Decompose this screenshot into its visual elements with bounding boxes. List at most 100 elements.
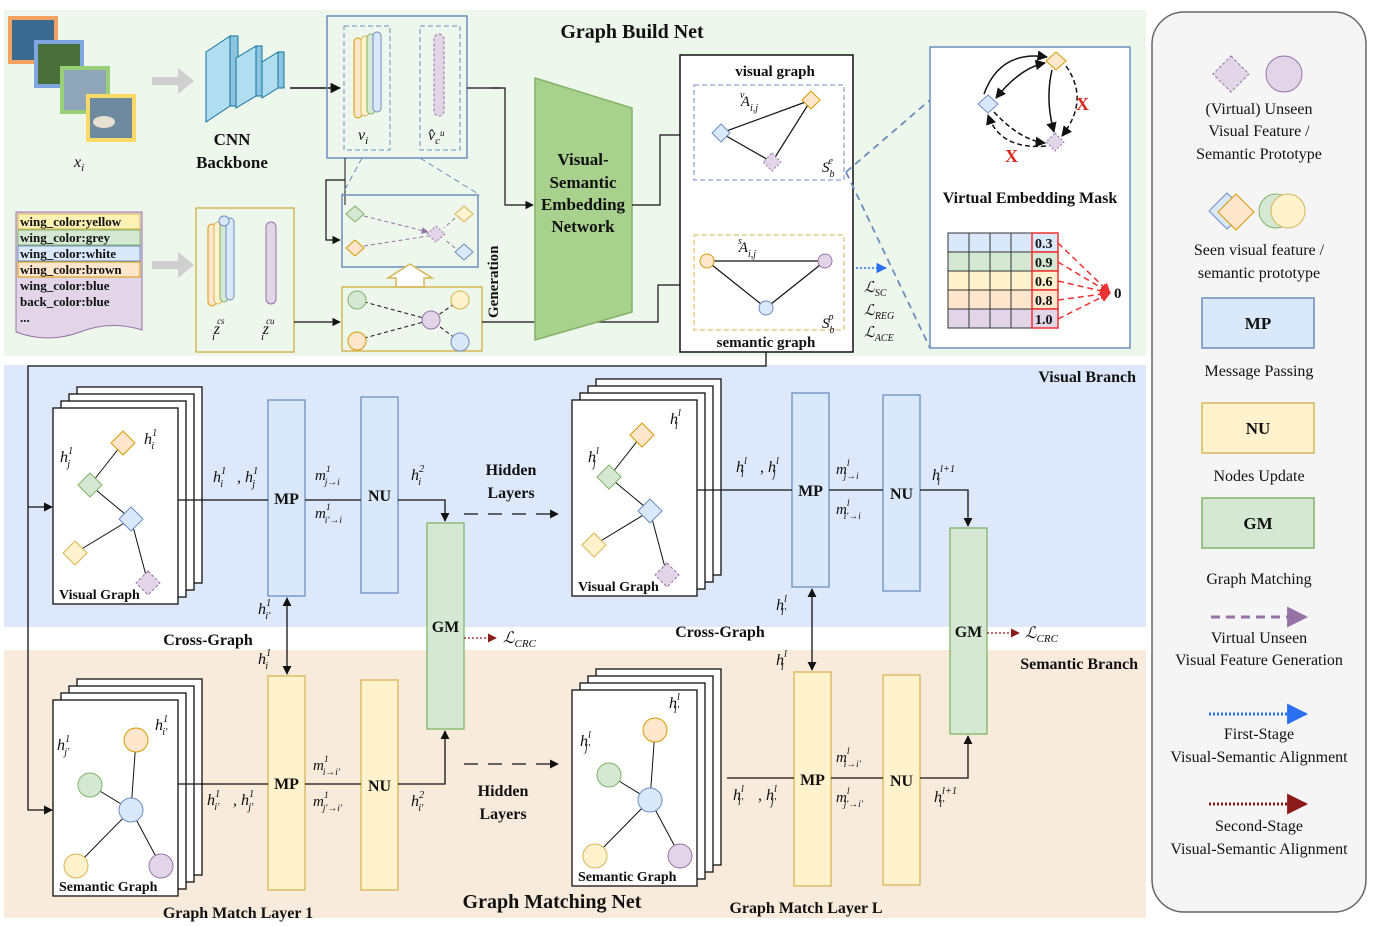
s-e-label: Sbe xyxy=(822,156,835,180)
mp-visual-1-label: MP xyxy=(274,491,299,508)
nu-visual-1-label: NU xyxy=(368,488,392,505)
mp-visual-l-label: MP xyxy=(798,483,823,500)
vhat-label: v̂cu xyxy=(428,127,445,147)
attribute-highlight xyxy=(17,213,141,230)
semantic-graph-dashed-box xyxy=(693,234,845,331)
node-diamond xyxy=(596,464,622,490)
node-circle xyxy=(118,797,144,823)
legend-nu-label: NU xyxy=(1246,419,1271,438)
legend-mp-icon xyxy=(1201,297,1315,349)
node-circle xyxy=(642,717,668,743)
loss-crc: ℒCRC xyxy=(1025,625,1059,645)
node-label: h1 i xyxy=(144,428,157,452)
node-circle xyxy=(63,853,89,879)
legend-gm-label: GM xyxy=(1243,514,1272,533)
mp-semantic-1-block xyxy=(267,675,306,891)
a-v-label: Ai,jv xyxy=(740,90,758,114)
mp-semantic-1-label: MP xyxy=(274,776,299,793)
visual-branch-label: Visual Branch xyxy=(1038,369,1136,386)
mask-value: 1.0 xyxy=(1035,313,1053,328)
mask-cell xyxy=(968,232,991,253)
grey-arrow-image xyxy=(152,68,194,94)
node-label: h1 i' xyxy=(155,714,168,738)
vsen-label-3: Embedding xyxy=(541,195,626,214)
node-circle xyxy=(596,762,622,788)
node-circle xyxy=(77,772,103,798)
semantic-branch-label: Semantic Branch xyxy=(1020,656,1138,673)
loss-ace: ℒACE xyxy=(864,325,894,344)
hidden-layers-semantic-2: Layers xyxy=(479,806,526,823)
attribute-list: wing_color:yellowwing_color:greywing_col… xyxy=(15,211,143,339)
node-label: h2 i' xyxy=(411,790,424,814)
node-label: hl+1 i xyxy=(932,464,955,488)
mask-cell xyxy=(947,289,970,310)
cnn-backbone-icon xyxy=(205,35,285,123)
mask-title: Virtual Embedding Mask xyxy=(943,190,1118,207)
node-diamond xyxy=(581,532,607,558)
mask-cell xyxy=(989,308,1012,329)
graph-edge xyxy=(649,510,668,576)
zoom-line-2 xyxy=(341,157,363,196)
node-diamond xyxy=(118,506,144,532)
node-label: h2 i xyxy=(411,464,424,488)
zs-label: zics xyxy=(212,316,225,343)
mp-visual-1-block xyxy=(267,399,306,597)
input-images xyxy=(8,16,136,142)
legend-panel: MP NU GM (Virtual) Unseen Visual Feature / Se… xyxy=(1151,11,1367,913)
attribute-text: wing_color:brown xyxy=(20,262,122,277)
gm-l-block xyxy=(949,527,988,735)
attribute-highlight xyxy=(17,229,141,246)
zu-label: zicu xyxy=(261,316,275,343)
a-s-label: Ai,js xyxy=(738,236,756,260)
mask-matrix: 0.3 0.9 0.6 0.8 1.0 xyxy=(947,232,1112,329)
edge-label: , hl j xyxy=(760,456,779,480)
visual-graph-title: visual graph xyxy=(735,64,815,80)
semantic-graph-title: Semantic Graph xyxy=(578,870,677,885)
graph-build-net-title: Graph Build Net xyxy=(560,21,704,43)
graph-matching-net-title: Graph Matching Net xyxy=(463,891,642,913)
hidden-layers-visual-2: Layers xyxy=(487,485,534,502)
legend-text: (Virtual) Unseen xyxy=(1206,101,1313,118)
unseen-circle-icon xyxy=(1265,55,1303,93)
legend-text: First-Stage xyxy=(1224,726,1294,743)
semantic-graph-nodes xyxy=(699,253,833,316)
legend-gm-icon xyxy=(1201,497,1315,549)
vsen-label-2: Semantic xyxy=(549,173,617,192)
legend-text: Semantic Prototype xyxy=(1196,146,1322,163)
conn-graph-to-matching xyxy=(27,352,767,815)
attribute-text: wing_color:white xyxy=(20,246,116,261)
seen-circle-icon xyxy=(1270,193,1306,229)
attribute-highlight xyxy=(17,261,141,278)
node-label: hl i xyxy=(670,408,681,432)
mask-cell xyxy=(1010,232,1033,253)
mask-cell xyxy=(989,251,1012,272)
legend-text: Virtual Unseen xyxy=(1211,630,1307,647)
graph-edge xyxy=(130,518,149,584)
graph-edge xyxy=(74,518,132,554)
edge-label: , hl j' xyxy=(758,784,777,808)
generation-label: Generation xyxy=(486,245,502,318)
node-label: h1 j xyxy=(60,446,73,470)
graph-edge xyxy=(593,510,651,546)
cross-graph-label-l: Cross-Graph xyxy=(675,624,765,641)
node-diamond-virtual xyxy=(654,562,680,588)
node-label: hl i xyxy=(776,649,787,673)
nu-visual-1-block xyxy=(360,396,399,594)
mp-semantic-l-label: MP xyxy=(800,772,825,789)
mask-cell xyxy=(968,308,991,329)
nu-semantic-1-block xyxy=(360,679,399,891)
arrow-nu-gm-sem xyxy=(398,730,450,785)
attribute-text: wing_color:blue xyxy=(20,278,110,293)
legend-text: Graph Matching xyxy=(1206,571,1311,588)
legend-mp-label: MP xyxy=(1245,314,1271,333)
unseen-diamond-icon xyxy=(1212,55,1250,93)
nu-semantic-l-block xyxy=(882,674,921,886)
layer-l-label: Graph Match Layer L xyxy=(729,900,882,917)
message-label: m1 j→i xyxy=(315,464,340,488)
hidden-layers-semantic-1: Hidden xyxy=(478,783,529,800)
node-circle xyxy=(582,843,608,869)
semantic-graph-title: Semantic Graph xyxy=(59,880,158,895)
node-circle xyxy=(667,843,693,869)
node-label: hl j' xyxy=(580,730,591,754)
mask-cell xyxy=(1010,289,1033,310)
